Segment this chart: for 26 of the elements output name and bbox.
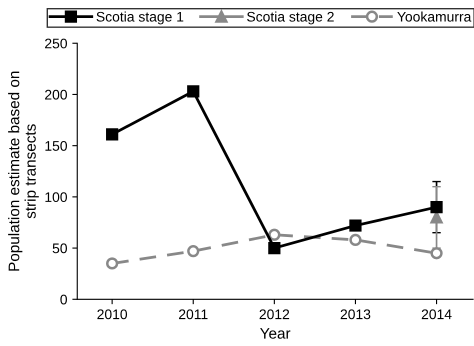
point [106,128,118,141]
point [187,85,200,98]
x-tick-label: 2011 [179,309,208,320]
y-tick-label: 0 [60,294,67,304]
x-axis-title: Year [260,328,290,339]
x-tick-label: 2010 [97,309,128,320]
point [187,245,200,258]
legend-label: Scotia stage 2 [247,11,334,24]
legend-label: Yookamurra [397,11,472,22]
y-tick-label: 50 [52,243,67,254]
y-tick-label: 150 [45,141,67,151]
point [430,247,443,260]
y-axis-title: Population estimate based on strip transects [8,72,39,271]
point [349,234,362,246]
y-tick-label: 100 [45,192,67,202]
x-tick-label: 2013 [340,309,370,320]
legend-label: Scotia stage 1 [96,11,184,24]
x-tick-label: 2012 [260,309,290,320]
point [430,201,443,214]
x-tick-label: 2014 [422,309,452,320]
point [268,228,280,241]
point [268,242,280,254]
y-tick-label: 250 [45,38,67,48]
point [349,219,362,232]
y-tick-label: 200 [45,90,67,100]
point [106,257,118,270]
